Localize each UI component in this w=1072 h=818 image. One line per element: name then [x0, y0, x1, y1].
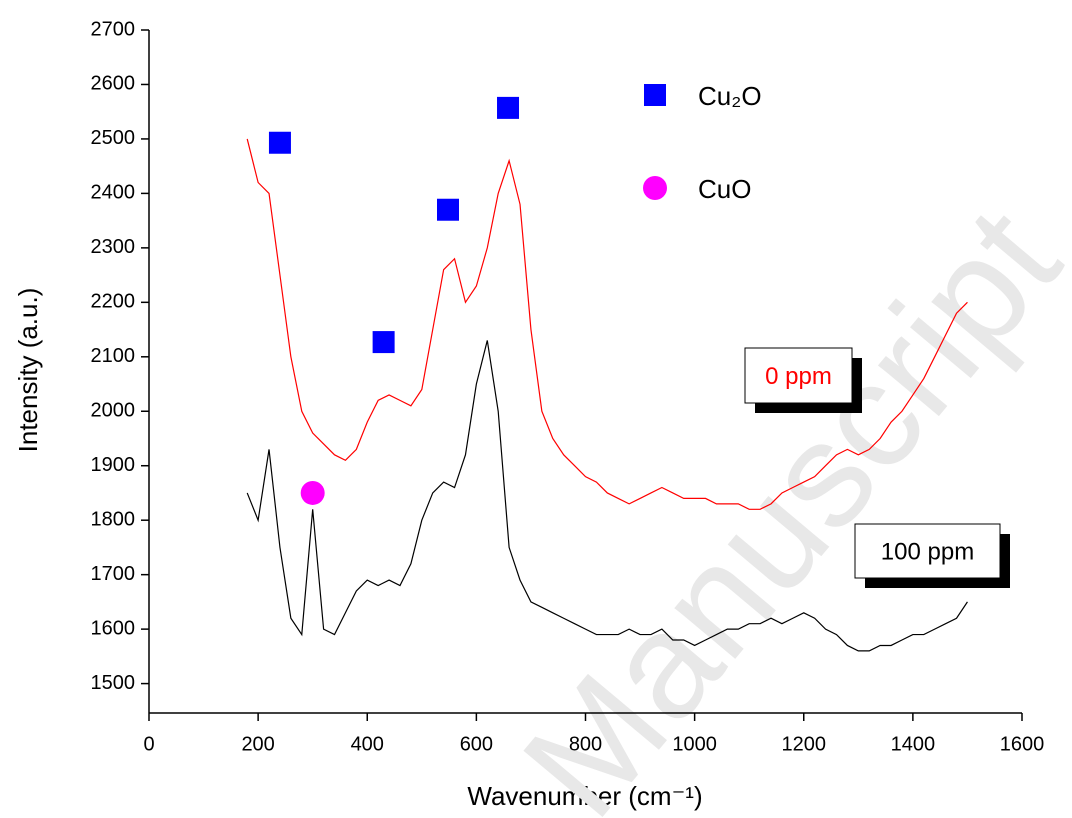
legend-symbol [644, 84, 666, 106]
x-tick-label: 1000 [672, 733, 717, 755]
y-tick-label: 1900 [91, 454, 136, 476]
y-tick-label: 2400 [91, 182, 136, 204]
x-tick-label: 0 [143, 733, 154, 755]
y-tick-label: 2500 [91, 127, 136, 149]
marker [372, 331, 395, 354]
y-tick-label: 2700 [91, 18, 136, 40]
legend-symbol [643, 176, 667, 200]
legend-label: CuO [698, 174, 751, 204]
y-tick-label: 2600 [91, 73, 136, 95]
marker [437, 198, 460, 221]
x-tick-label: 1600 [1000, 733, 1045, 755]
label-box [854, 523, 1001, 579]
series-label: 100 ppm [881, 538, 974, 565]
marker [268, 131, 291, 154]
x-tick-label: 1200 [782, 733, 827, 755]
spectrum-line [246, 340, 968, 652]
y-axis-title: Intensity (a.u.) [13, 288, 43, 453]
series-label: 0 ppm [765, 363, 832, 390]
x-tick-label: 200 [241, 733, 274, 755]
spectrum-line [246, 138, 968, 510]
x-axis-title: Wavenumber (cm⁻¹) [467, 781, 702, 811]
watermark: Manuscript [490, 177, 1072, 818]
marker [300, 480, 325, 505]
y-tick-label: 1800 [91, 508, 136, 530]
y-tick-label: 2300 [91, 236, 136, 258]
label-box [744, 347, 853, 404]
y-tick-label: 1700 [91, 563, 136, 585]
marker [497, 96, 520, 119]
y-tick-label: 1500 [91, 672, 136, 694]
y-tick-label: 2000 [91, 400, 136, 422]
x-tick-label: 1400 [891, 733, 936, 755]
x-tick-label: 400 [351, 733, 384, 755]
x-tick-label: 800 [569, 733, 602, 755]
x-tick-label: 600 [460, 733, 493, 755]
y-tick-label: 2100 [91, 345, 136, 367]
legend-label: Cu₂O [698, 81, 762, 111]
y-tick-label: 1600 [91, 617, 136, 639]
y-tick-label: 2200 [91, 291, 136, 313]
